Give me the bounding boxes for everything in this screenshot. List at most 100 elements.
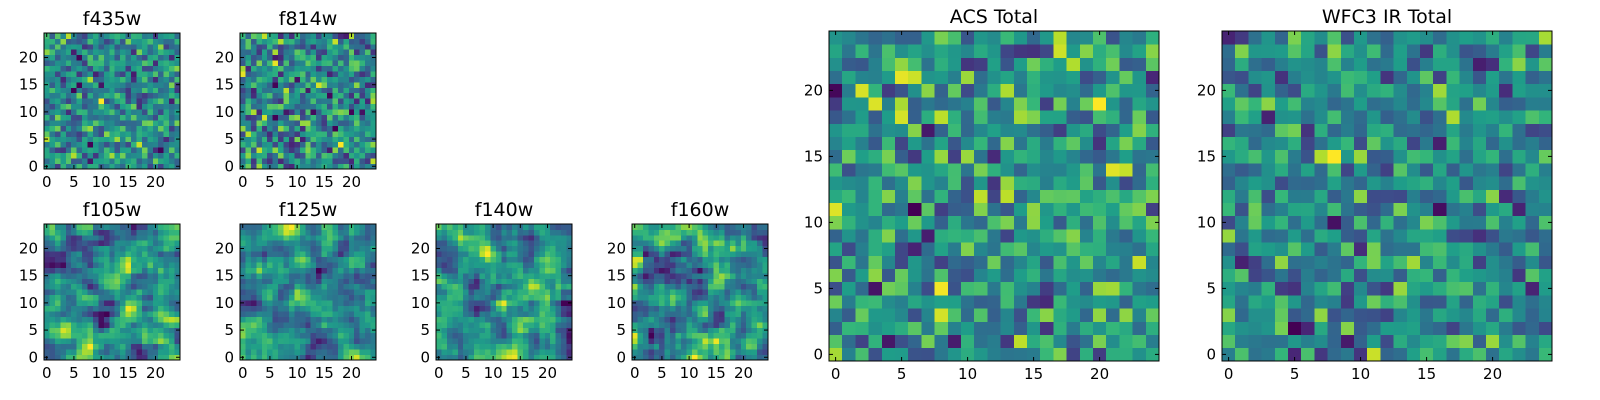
heatmap-cell [1053,189,1067,203]
heatmap-cell [762,278,769,285]
heatmap-cell [934,295,949,309]
heatmap-cell [278,71,284,77]
heatmap-cell [746,240,753,247]
heatmap-cell [1040,255,1054,269]
heatmap-cell [54,256,61,263]
heatmap-cell [321,130,328,137]
heatmap-cell [158,343,165,350]
heatmap-cell [321,316,328,323]
heatmap-cell [283,60,290,67]
heatmap-cell [490,251,497,258]
heatmap-cell [523,305,529,312]
heatmap-cell [294,321,301,328]
heatmap-cell [136,158,143,164]
heatmap-cell [1093,229,1107,243]
heatmap-cell [370,240,377,247]
heatmap-cell [1486,189,1500,203]
heatmap-cell [327,103,333,110]
heatmap-cell [501,300,508,306]
heatmap-cell [120,114,126,121]
heatmap-cell [533,305,540,312]
heatmap-cell [370,278,377,285]
heatmap-cell [642,256,649,263]
heatmap-cell [49,262,56,268]
heatmap-cell [337,81,344,88]
heatmap-cell [1486,321,1500,335]
heatmap-cell [1106,242,1120,256]
heatmap-cell [327,300,333,306]
heatmap-cell [648,267,655,274]
heatmap-cell [305,278,312,285]
heatmap-cell [169,98,175,105]
heatmap-cell [267,98,274,105]
heatmap-cell [735,251,742,258]
heatmap-cell [921,255,935,269]
heatmap-cell [343,33,350,39]
heatmap-cell [321,256,328,263]
heatmap-cell [337,141,344,148]
heatmap-cell [332,289,339,296]
heatmap-cell [321,343,328,350]
heatmap-cell [272,130,279,137]
heatmap-cell [729,343,736,350]
heatmap-cell [131,136,137,143]
heatmap-cell [1132,295,1147,309]
heatmap-cell [76,234,83,241]
heatmap-cell [1512,255,1526,269]
heatmap-cell [348,147,355,154]
heatmap-cell [686,245,693,252]
heatmap-cell [468,272,475,279]
heatmap-cell [92,289,99,296]
heatmap-cell [354,283,361,290]
heatmap-cell [114,267,121,274]
heatmap-cell [103,152,110,159]
heatmap-cell [708,267,714,274]
heatmap-cell [555,283,562,290]
heatmap-cell [729,278,736,285]
heatmap-cell [365,305,371,312]
heatmap-cell [245,130,252,137]
heatmap-cell [147,349,154,355]
heatmap-cell [174,103,181,110]
heatmap-cell [261,343,268,350]
heatmap-cell [261,81,268,88]
heatmap-cell [740,251,747,258]
heatmap-cell [708,234,714,241]
heatmap-cell [457,349,464,355]
heatmap-cell [261,338,268,345]
heatmap-cell [829,215,843,230]
heatmap-cell [76,289,83,296]
heatmap-cell [1119,308,1133,322]
heatmap-cell [1106,57,1120,71]
heatmap-cell [1106,229,1120,243]
heatmap-cell [321,60,328,67]
heatmap-cell [632,267,638,274]
heatmap-cell [299,152,306,159]
heatmap-cell [109,338,116,345]
heatmap-cell [163,81,170,88]
heatmap-cell [921,347,935,362]
heatmap-cell [1132,57,1147,71]
heatmap-cell [332,38,339,45]
heatmap-cell [1235,149,1249,164]
y-tick-label: 5 [224,321,234,339]
heatmap-cell [60,60,67,67]
heatmap-cell [1472,268,1487,283]
heatmap-cell [98,300,105,306]
heatmap-cell [947,44,962,58]
heatmap-cell [321,311,328,317]
heatmap-cell [359,43,366,50]
heatmap-cell [719,294,725,301]
heatmap-cell [441,354,448,361]
y-tick-label: 15 [411,267,430,285]
heatmap-cell [868,57,883,71]
heatmap-cell [947,321,962,335]
heatmap-cell [533,256,540,263]
heatmap-cell [729,289,736,296]
heatmap-cell [762,251,769,258]
heatmap-cell [87,311,94,317]
heatmap-cell [348,87,355,94]
heatmap-cell [65,354,72,361]
heatmap-cell [1248,334,1262,349]
heatmap-cell [751,343,758,350]
